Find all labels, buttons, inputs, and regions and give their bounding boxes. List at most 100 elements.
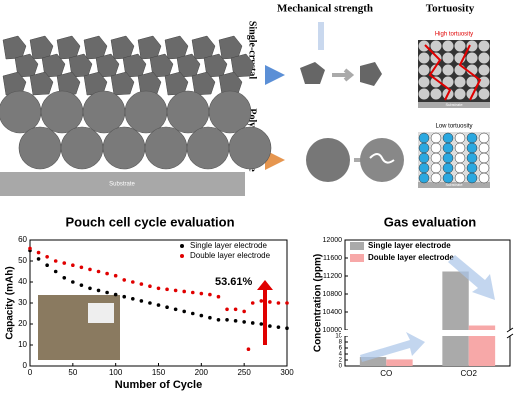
data-point [131,280,135,284]
x-tick-label: 0 [28,368,33,377]
data-point [148,284,152,289]
poly-particle [124,90,168,134]
poly-particle [0,90,42,134]
x-tick-label: 250 [237,368,251,377]
particle [430,64,442,76]
plot-frame [344,239,511,367]
particle [442,162,454,174]
data-point [182,289,186,294]
poly-particle [82,90,126,134]
y-tick-label: 30 [18,298,27,307]
y-tick-label: 0 [23,361,28,370]
row-label: Single-crystal [247,21,258,80]
inset-photo [88,303,114,323]
y-tick-label: 2 [339,358,343,364]
x-tick-label: 300 [280,368,294,377]
particle [466,142,478,154]
y-tick-label: 10 [335,334,342,340]
bar [359,357,387,366]
data-point [156,303,161,307]
data-point [233,307,238,312]
particle [418,172,430,184]
data-point [285,301,289,305]
crystal [218,71,243,96]
particle [478,76,490,88]
data-point [122,294,127,299]
particle [430,162,442,174]
y-tick-label: 4 [339,352,343,358]
particle [478,40,490,52]
y-tick-label: 12000 [323,237,343,244]
particle [478,162,490,174]
particle [478,172,490,184]
tortuosity-box [418,132,490,182]
crystal [137,35,162,60]
poly-particle [144,126,188,170]
particle [418,64,430,76]
data-point [285,326,289,331]
x-tick-label: 100 [109,368,123,377]
data-point [148,301,152,305]
particle [418,162,430,174]
data-point [36,257,41,261]
particle [466,76,478,88]
legend-marker [180,244,184,248]
bar [442,271,469,330]
tortuosity-label: High tortuosity [435,32,473,38]
crystal [83,71,108,96]
crystal [2,35,27,60]
particle [478,64,490,76]
data-point [259,322,264,326]
data-point [268,300,272,304]
annotation-arrow [257,280,273,345]
tortuosity-label: Low tortuosity [435,124,472,130]
data-point [139,282,144,286]
particle [430,76,442,88]
crystal [218,35,243,60]
legend-label: Single layer electrode [368,241,451,250]
data-point [88,286,92,291]
particle [442,52,454,64]
y-tick-label: 20 [18,319,27,328]
data-point [208,292,212,297]
data-point [242,320,246,324]
substrate-label: Substrate [445,102,463,107]
data-point [53,259,58,263]
legend-label: Single layer electrode [190,241,267,250]
crystal [300,62,325,84]
particle [466,152,478,164]
legend-label: Double layer electrode [190,251,271,260]
particle [442,132,454,144]
y-tick-label: 8 [339,340,343,346]
y-tick-label: 11200 [323,273,342,280]
y-tick-label: 10000 [323,327,343,334]
particle [430,152,442,164]
data-point [173,288,178,293]
data-point [225,318,229,322]
particle [418,142,430,154]
substrate [418,182,490,188]
particle [466,162,478,174]
y-tick-label: 11600 [323,255,342,262]
particle [478,52,490,64]
data-point [62,261,67,265]
substrate [0,172,245,196]
particle [430,172,442,184]
data-point [208,315,212,320]
data-point [233,319,238,323]
data-point [250,321,255,325]
data-point [131,297,135,301]
bar [386,359,413,366]
poly-particle [166,90,210,134]
data-point [79,265,84,270]
col-header: Tortuosity [426,3,475,15]
crystal [110,35,135,60]
data-point [53,269,58,274]
poly-particle [208,90,252,134]
col-header: Mechanical strength [277,3,373,15]
y-tick-label: 10400 [323,309,343,316]
particle [454,152,466,164]
data-point [259,299,264,303]
y-tick-label: 10800 [323,291,343,298]
